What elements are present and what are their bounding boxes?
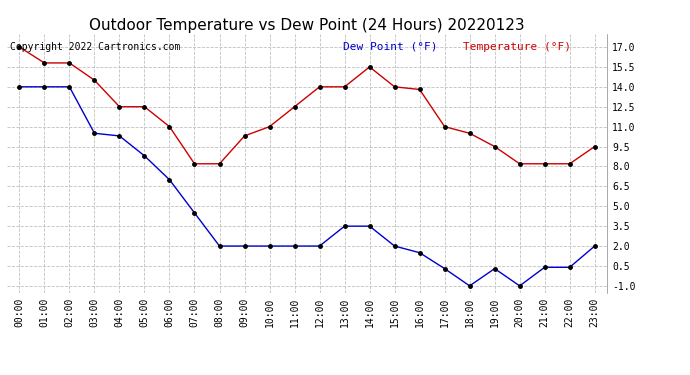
Text: Copyright 2022 Cartronics.com: Copyright 2022 Cartronics.com bbox=[10, 42, 180, 51]
Title: Outdoor Temperature vs Dew Point (24 Hours) 20220123: Outdoor Temperature vs Dew Point (24 Hou… bbox=[89, 18, 525, 33]
Text: Dew Point (°F): Dew Point (°F) bbox=[343, 42, 437, 51]
Text: Temperature (°F): Temperature (°F) bbox=[463, 42, 571, 51]
